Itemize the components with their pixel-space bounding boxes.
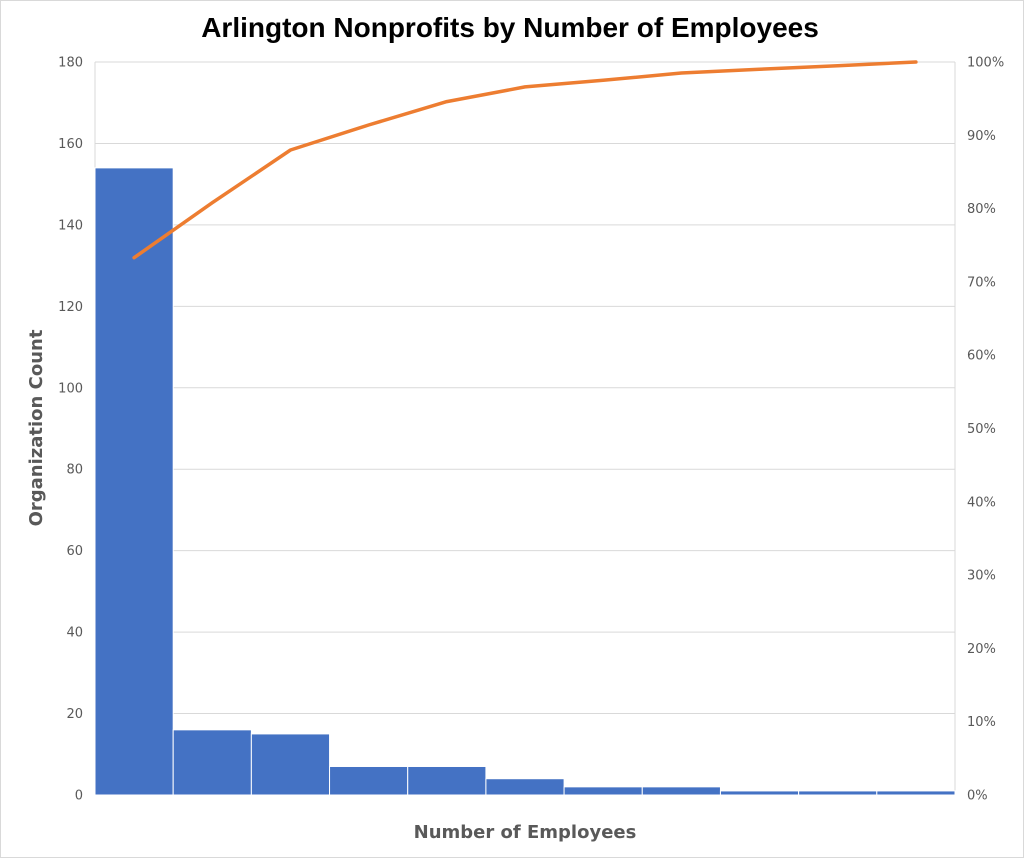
y-tick-label: 40 xyxy=(66,626,83,641)
y-tick-label: 100 xyxy=(58,381,83,396)
left-axis-ticks: 0 20 40 60 80 100 120 140 160 180 xyxy=(58,56,83,804)
y-tick-label: 120 xyxy=(58,300,83,315)
bar xyxy=(407,765,487,796)
y2-tick-label: 70% xyxy=(967,275,996,290)
cumulative-line xyxy=(132,60,918,260)
y-tick-label: 180 xyxy=(58,56,83,71)
y-tick-label: 160 xyxy=(58,137,83,152)
y2-tick-label: 50% xyxy=(967,422,996,437)
y2-tick-label: 10% xyxy=(967,715,996,730)
bar xyxy=(329,765,409,796)
bar xyxy=(485,778,565,796)
gridlines xyxy=(94,61,956,796)
bar xyxy=(719,790,800,796)
y2-tick-label: 20% xyxy=(967,642,996,657)
y2-tick-label: 100% xyxy=(967,56,1004,71)
chart-title: Arlington Nonprofits by Number of Employ… xyxy=(201,12,819,43)
right-axis-ticks: 0% 10% 20% 30% 40% 50% 60% 70% 80% 90% 100% xyxy=(967,56,1004,804)
y-tick-label: 20 xyxy=(66,707,83,722)
bar xyxy=(798,790,878,796)
bar xyxy=(94,167,174,796)
y-tick-label: 80 xyxy=(66,463,83,478)
bar xyxy=(172,729,252,796)
y-tick-label: 0 xyxy=(75,789,83,804)
cumulative-line-series xyxy=(132,60,918,260)
y2-tick-label: 60% xyxy=(967,349,996,364)
bar xyxy=(250,733,331,796)
y-tick-label: 140 xyxy=(58,218,83,233)
y2-tick-label: 80% xyxy=(967,202,996,217)
y2-tick-label: 0% xyxy=(967,789,988,804)
y2-tick-label: 90% xyxy=(967,129,996,144)
bar-series xyxy=(94,167,956,796)
bar xyxy=(563,786,643,796)
x-axis-title: Number of Employees xyxy=(414,822,637,843)
bar xyxy=(876,790,956,796)
y2-tick-label: 30% xyxy=(967,569,996,584)
y-axis-title: Organization Count xyxy=(26,329,47,526)
y2-tick-label: 40% xyxy=(967,495,996,510)
y-tick-label: 60 xyxy=(66,544,83,559)
bar xyxy=(641,786,721,796)
